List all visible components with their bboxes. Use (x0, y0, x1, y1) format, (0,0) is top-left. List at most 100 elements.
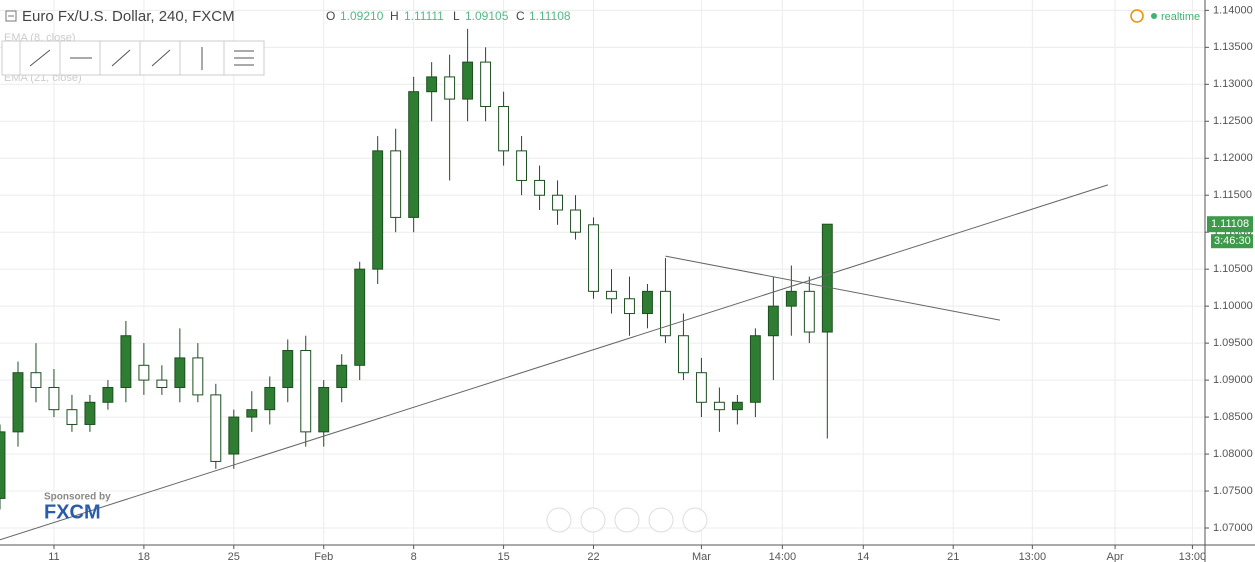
x-tick-label: Mar (692, 551, 711, 562)
candle-body (30, 372, 42, 388)
candle-body (749, 335, 761, 403)
trend-line (665, 255, 1001, 321)
trend-line (0, 184, 1109, 541)
candle-body (282, 350, 294, 388)
candle-body (210, 394, 222, 462)
x-tick-label: 13:00 (1019, 551, 1047, 562)
sponsor-text: Sponsored by (44, 492, 111, 503)
ohlc-h-label: H (390, 9, 399, 23)
x-tick-label: 25 (228, 551, 240, 562)
candle-body (480, 61, 492, 107)
reset[interactable] (614, 507, 640, 533)
sponsor-brand: FXCM (44, 501, 101, 523)
candle-body (731, 401, 743, 411)
candle-body (354, 268, 366, 366)
candle-body (516, 150, 528, 181)
candle-body (660, 290, 671, 337)
candle-body (264, 386, 276, 411)
candle-body (821, 223, 833, 333)
y-tick-label: 1.09500 (1213, 337, 1253, 349)
candle-body (318, 386, 330, 433)
ohlc-h: 1.11111 (404, 9, 444, 23)
countdown-box (1211, 234, 1253, 249)
x-tick-label: 22 (587, 551, 599, 562)
y-tick-label: 1.10500 (1213, 263, 1253, 275)
candle-body (534, 179, 545, 196)
x-tick-label: 14 (857, 551, 869, 562)
candle-body (12, 372, 24, 433)
tool-icon (111, 49, 131, 67)
ohlc-c: 1.11108 (529, 9, 571, 23)
y-tick-label: 1.11500 (1213, 189, 1252, 201)
x-tick-label: 14:00 (769, 551, 797, 562)
y-tick-label: 1.08500 (1213, 411, 1253, 423)
tool-button[interactable] (99, 40, 141, 76)
candle-body (84, 401, 96, 425)
candle-body (0, 431, 6, 499)
status: realtime (1161, 11, 1200, 23)
candle-body (192, 357, 204, 396)
x-tick-label: Apr (1107, 551, 1124, 562)
x-tick-label: 18 (138, 551, 150, 562)
tool-icon (29, 49, 51, 67)
candle-body (695, 372, 707, 403)
x-tick-label: 13:00 (1179, 551, 1207, 562)
x-tick-label: 11 (48, 551, 59, 562)
x-tick-label: 15 (497, 551, 509, 562)
candle-body (462, 61, 474, 100)
scroll-left[interactable] (546, 507, 572, 533)
y-tick-label: 1.12500 (1213, 115, 1253, 127)
x-tick-label: 8 (411, 551, 417, 562)
ohlc-o: 1.09210 (340, 9, 384, 23)
alert-icon[interactable] (1130, 9, 1144, 23)
candle-body (336, 364, 348, 388)
y-tick-label: 1.07000 (1213, 522, 1253, 534)
candle-body (677, 335, 689, 374)
y-tick-label: 1.10000 (1213, 300, 1253, 312)
candle-body (588, 224, 599, 292)
candle-body (408, 91, 420, 218)
y-tick-label: 1.13500 (1213, 41, 1253, 53)
ohlc-l-label: L (453, 9, 460, 23)
candle-body (570, 209, 581, 233)
x-tick-label: 21 (947, 551, 959, 562)
collapse-icon[interactable] (5, 10, 17, 22)
countdown: 3:46:30 (1214, 235, 1251, 247)
candle-body (624, 298, 635, 315)
candle-body (498, 105, 510, 152)
y-tick-label: 1.12000 (1213, 152, 1253, 164)
candle-body (390, 150, 402, 218)
candle-body (713, 401, 725, 411)
candle-body (372, 150, 384, 270)
axes: 1.07000 1.07500 1.08000 1.08500 1.09000 1.095… (48, 4, 1253, 562)
scroll-right[interactable] (682, 507, 708, 533)
candle-body (803, 290, 815, 333)
candle-body (785, 290, 797, 307)
realtime-dot (1151, 13, 1157, 19)
tool-icon (151, 49, 171, 67)
y-tick-label: 1.14000 (1213, 4, 1253, 16)
candle-body (228, 416, 240, 455)
x-tick-label: Feb (314, 551, 333, 562)
candle-body (606, 290, 617, 300)
y-tick-label: 1.09000 (1213, 374, 1253, 386)
candle-body (48, 386, 60, 411)
tool-icon (234, 50, 254, 66)
zoom-in[interactable] (648, 507, 674, 533)
candle-body (138, 364, 150, 381)
candle-body (174, 357, 186, 388)
last-price-box (1207, 216, 1253, 233)
candle-body (102, 386, 114, 403)
candle-body (156, 379, 168, 388)
y-tick-label: 1.13000 (1213, 78, 1253, 90)
chart-title: Euro Fx/U.S. Dollar, 240, FXCM (22, 8, 235, 25)
candle-body (552, 194, 563, 211)
candle-body (426, 76, 438, 93)
tool-button[interactable] (139, 40, 181, 76)
candle-body (444, 76, 456, 100)
ohlc-l: 1.09105 (465, 9, 509, 23)
nav-buttons (546, 507, 708, 533)
zoom-out[interactable] (580, 507, 606, 533)
